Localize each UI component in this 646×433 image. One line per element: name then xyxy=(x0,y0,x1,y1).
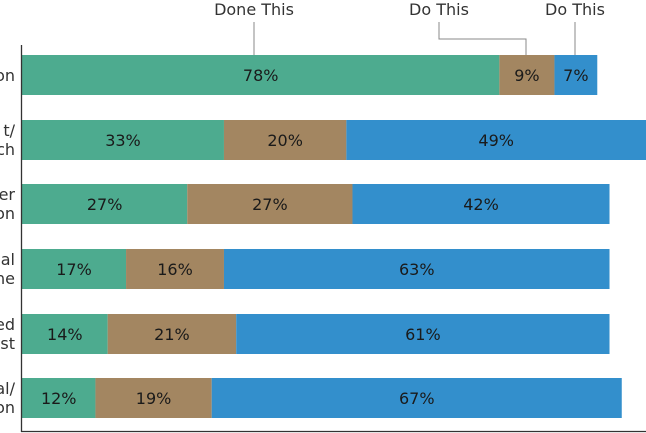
bar-row-1-seg-2 xyxy=(499,55,555,95)
bar-row-5-seg-3 xyxy=(236,314,610,354)
value-label-row-1-seg-2: 9% xyxy=(514,66,539,85)
bar-row-6-seg-1 xyxy=(22,378,96,418)
bar-row-5-seg-1 xyxy=(22,314,108,354)
category-label-row-5-line-1: ed xyxy=(0,315,15,334)
bar-row-4-seg-3 xyxy=(223,249,610,289)
bars-group: 78% 9% 7% 33% 20% 49% 27% 27% 42% 17% 16% 63% 14% 21%… xyxy=(22,55,646,418)
bar-row-6-seg-3 xyxy=(211,378,622,418)
category-label-row-2-line-2: ch xyxy=(0,140,15,159)
value-label-row-3-seg-1: 27% xyxy=(87,195,123,214)
bar-row-2-seg-3 xyxy=(346,120,646,160)
bar-row-3-seg-3 xyxy=(352,184,610,224)
legend-label-2: Do This xyxy=(409,0,469,19)
value-label-row-5-seg-1: 14% xyxy=(47,325,83,344)
value-label-row-2-seg-2: 20% xyxy=(267,131,303,150)
value-label-row-2-seg-3: 49% xyxy=(478,131,514,150)
category-label-row-3-line-1: er xyxy=(0,185,15,204)
value-label-row-6-seg-2: 19% xyxy=(136,389,172,408)
legend-label-1: Done This xyxy=(214,0,294,19)
value-label-row-1-seg-1: 78% xyxy=(243,66,279,85)
bar-row-4-seg-1 xyxy=(22,249,127,289)
value-label-row-4-seg-3: 63% xyxy=(399,260,435,279)
value-label-row-6-seg-1: 12% xyxy=(41,389,77,408)
bar-row-2-seg-1 xyxy=(22,120,224,160)
bar-row-3-seg-1 xyxy=(22,184,188,224)
bar-row-5-seg-2 xyxy=(107,314,237,354)
bar-row-4-seg-2 xyxy=(126,249,224,289)
category-label-row-6-line-1: al/ xyxy=(0,379,16,398)
value-label-row-4-seg-1: 17% xyxy=(56,260,92,279)
category-label-row-4-line-2: ne xyxy=(0,269,15,288)
value-label-row-3-seg-2: 27% xyxy=(252,195,288,214)
value-label-row-5-seg-2: 21% xyxy=(154,325,190,344)
category-label-row-5-line-2: st xyxy=(0,334,15,353)
bar-row-6-seg-2 xyxy=(95,378,212,418)
category-label-row-3-line-2: on xyxy=(0,204,15,223)
bar-row-1-seg-3 xyxy=(554,55,598,95)
value-label-row-5-seg-3: 61% xyxy=(405,325,441,344)
category-labels: ont/cheronalneedstal/on xyxy=(0,66,16,417)
category-label-row-4-line-1: al xyxy=(1,250,15,269)
value-label-row-6-seg-3: 67% xyxy=(399,389,435,408)
bar-row-2-seg-2 xyxy=(223,120,347,160)
category-label-row-2-line-1: t/ xyxy=(3,121,15,140)
bar-row-1-seg-1 xyxy=(22,55,500,95)
category-label-row-1-line-1: on xyxy=(0,66,15,85)
legend-label-3: Do This xyxy=(545,0,605,19)
value-label-row-1-seg-3: 7% xyxy=(563,66,588,85)
value-label-row-2-seg-1: 33% xyxy=(105,131,141,150)
value-label-row-4-seg-2: 16% xyxy=(157,260,193,279)
value-label-row-3-seg-3: 42% xyxy=(463,195,499,214)
legend-leader-line-2 xyxy=(438,22,527,55)
bar-row-3-seg-2 xyxy=(187,184,353,224)
category-label-row-6-line-2: on xyxy=(0,398,15,417)
legend: Done This Do This Do This xyxy=(214,0,605,55)
